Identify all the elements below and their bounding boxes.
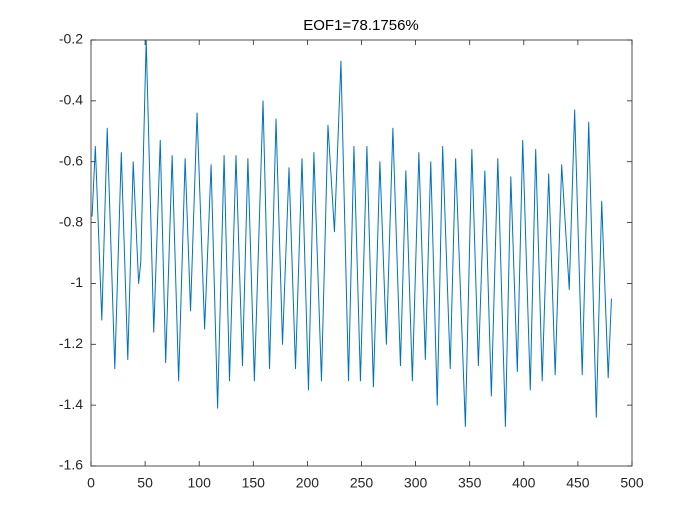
x-tick-label: 300 bbox=[404, 475, 428, 491]
data-line bbox=[91, 39, 612, 427]
y-tick-label: -1.6 bbox=[59, 457, 83, 473]
y-tick-label: -0.2 bbox=[59, 31, 83, 47]
y-tick-label: -0.4 bbox=[59, 92, 83, 108]
y-tick-label: -1 bbox=[71, 274, 84, 290]
x-tick-label: 400 bbox=[512, 475, 536, 491]
x-tick-label: 0 bbox=[87, 475, 95, 491]
x-tick-label: 450 bbox=[566, 475, 590, 491]
x-tick-label: 150 bbox=[242, 475, 266, 491]
y-tick-label: -0.8 bbox=[59, 213, 83, 229]
y-tick-label: -0.6 bbox=[59, 152, 83, 168]
x-tick-label: 500 bbox=[620, 475, 644, 491]
x-tick-label: 50 bbox=[137, 475, 153, 491]
x-tick-label: 350 bbox=[458, 475, 482, 491]
x-tick-label: 250 bbox=[350, 475, 374, 491]
x-tick-label: 100 bbox=[188, 475, 212, 491]
y-tick-label: -1.2 bbox=[59, 335, 83, 351]
x-tick-label: 200 bbox=[296, 475, 320, 491]
chart-title: EOF1=78.1756% bbox=[303, 17, 419, 34]
y-tick-label: -1.4 bbox=[59, 396, 83, 412]
